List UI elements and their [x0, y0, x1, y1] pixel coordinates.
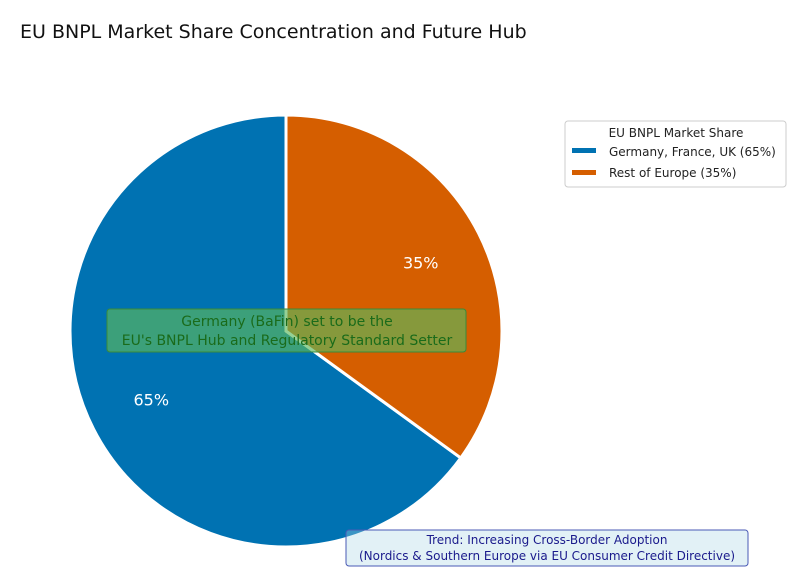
annotation-hub-line-1: Germany (BaFin) set to be the — [181, 314, 392, 330]
chart-title: EU BNPL Market Share Concentration and F… — [20, 21, 527, 43]
annotation-trend-line-1: Trend: Increasing Cross-Border Adoption — [426, 533, 668, 547]
slice-label-0: 65% — [133, 391, 169, 410]
annotation-trend-box — [345, 529, 749, 567]
pie-slice-1 — [284, 113, 504, 461]
legend: EU BNPL Market Share Germany, France, UK… — [564, 120, 787, 188]
legend-box — [564, 120, 787, 188]
annotation-trend: Trend: Increasing Cross-Border Adoption … — [345, 529, 749, 567]
annotation-trend-line-2: (Nordics & Southern Europe via EU Consum… — [359, 549, 735, 563]
legend-swatch-0 — [572, 148, 596, 153]
annotation-hub-box — [106, 308, 467, 353]
legend-entry-0: Germany, France, UK (65%) — [609, 145, 776, 159]
legend-swatch-1 — [572, 170, 596, 175]
annotation-hub: Germany (BaFin) set to be the EU's BNPL … — [106, 308, 467, 353]
slice-label-1: 35% — [403, 253, 439, 272]
annotation-hub-line-2: EU's BNPL Hub and Regulatory Standard Se… — [122, 333, 453, 349]
legend-title: EU BNPL Market Share — [609, 126, 744, 140]
legend-entry-1: Rest of Europe (35%) — [609, 166, 736, 180]
